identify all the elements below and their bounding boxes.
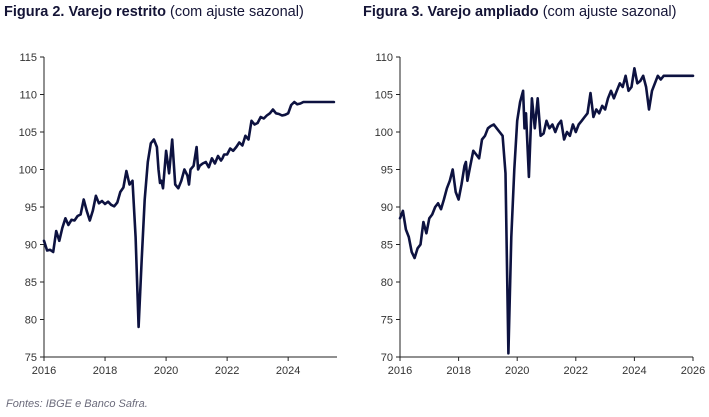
y-tick-label: 85 xyxy=(381,240,393,252)
y-tick-label: 90 xyxy=(381,202,393,214)
y-tick-label: 80 xyxy=(25,315,37,327)
x-tick-label: 2018 xyxy=(446,365,470,377)
y-tick-label: 75 xyxy=(25,352,37,364)
x-tick-label: 2016 xyxy=(32,365,56,377)
y-tick-label: 100 xyxy=(375,127,393,139)
series-line-0-0 xyxy=(44,102,334,327)
charts-canvas: 75 80 85 90 95 100 105 110 115 2016 2018 2020 2022 20… xyxy=(0,0,709,417)
x-tick-label: 2022 xyxy=(215,365,239,377)
y-tick-label: 75 xyxy=(381,315,393,327)
y-tick-label: 100 xyxy=(19,165,37,177)
y-tick-label: 110 xyxy=(375,52,393,64)
x-tick-label: 2024 xyxy=(622,365,646,377)
y-tick-label: 85 xyxy=(25,277,37,289)
x-tick-label: 2020 xyxy=(154,365,178,377)
y-tick-label: 105 xyxy=(19,127,37,139)
source-note: Fontes: IBGE e Banco Safra. xyxy=(6,398,148,410)
y-tick-label: 95 xyxy=(25,202,37,214)
y-tick-label: 80 xyxy=(381,277,393,289)
y-tick-label: 70 xyxy=(381,352,393,364)
y-tick-label: 110 xyxy=(19,90,37,102)
series-line-1-0 xyxy=(400,68,693,353)
y-tick-label: 90 xyxy=(25,240,37,252)
x-tick-label: 2024 xyxy=(276,365,300,377)
y-tick-label: 105 xyxy=(375,90,393,102)
x-tick-label: 2026 xyxy=(681,365,705,377)
y-tick-label: 95 xyxy=(381,165,393,177)
x-tick-label: 2020 xyxy=(505,365,529,377)
x-tick-label: 2016 xyxy=(388,365,412,377)
y-tick-label: 115 xyxy=(19,52,37,64)
x-tick-label: 2022 xyxy=(564,365,588,377)
x-tick-label: 2018 xyxy=(93,365,117,377)
